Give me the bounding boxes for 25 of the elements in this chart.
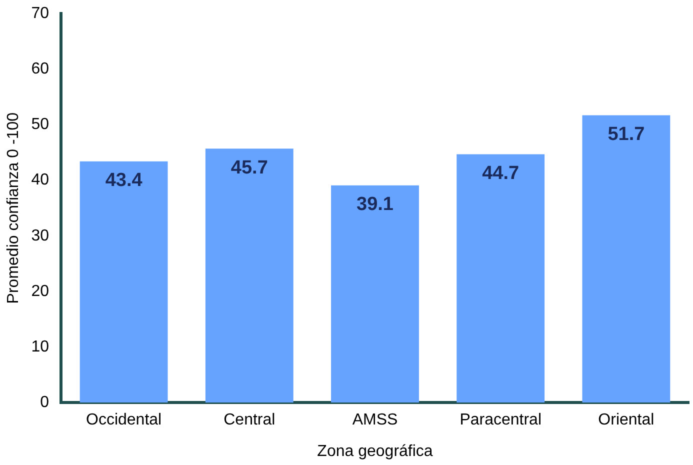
- y-tick-label: 60: [31, 60, 50, 78]
- x-tick-label: AMSS: [352, 412, 398, 429]
- y-tick-label: 10: [31, 338, 50, 356]
- y-tick-label: 70: [31, 5, 50, 22]
- data-label: 44.7: [482, 162, 520, 184]
- bar: [456, 154, 545, 403]
- bar: [205, 148, 294, 403]
- y-tick-label: 0: [40, 394, 50, 412]
- x-tick-label: Paracentral: [460, 412, 542, 429]
- data-label: 51.7: [608, 124, 645, 146]
- y-axis-title: Promedio confianza 0 -100: [5, 112, 22, 304]
- data-label: 43.4: [105, 170, 143, 192]
- y-tick-label: 50: [31, 116, 50, 134]
- y-tick-label: 30: [31, 227, 50, 244]
- data-label: 39.1: [356, 194, 394, 216]
- x-tick-label: Central: [224, 412, 276, 429]
- x-tick-label: Occidental: [86, 412, 162, 429]
- x-axis-title: Zona geográfica: [317, 442, 433, 460]
- y-tick-label: 20: [31, 282, 50, 300]
- bar: [582, 115, 670, 403]
- y-tick-label: 40: [31, 172, 50, 189]
- bar: [331, 185, 419, 403]
- bar: [80, 161, 168, 403]
- x-tick-label: Oriental: [598, 412, 654, 429]
- data-label: 45.7: [230, 157, 268, 178]
